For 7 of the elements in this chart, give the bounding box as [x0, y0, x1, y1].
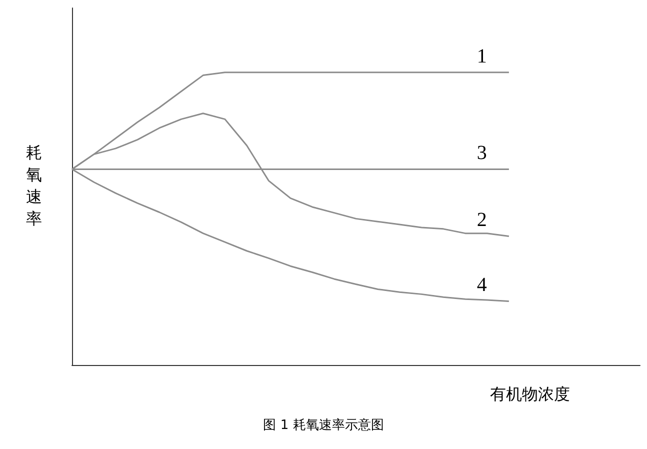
series-label: 4 [476, 274, 487, 296]
series-label: 3 [476, 142, 487, 164]
series-label: 1 [476, 45, 487, 68]
text: 图 1 耗氧速率示意图 [263, 417, 384, 433]
series-label: 2 [476, 209, 487, 232]
x-axis-title: 有机物浓度 [490, 386, 570, 404]
y-axis-title: 耗氧速率 [26, 144, 42, 228]
